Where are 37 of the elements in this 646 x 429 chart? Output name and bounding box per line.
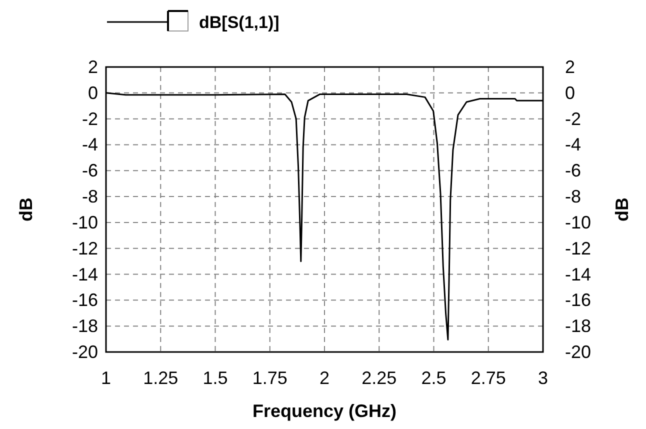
x-tick-label: 2.5 — [421, 368, 446, 388]
y-tick-label: -4 — [82, 134, 98, 155]
y2-tick-label: -10 — [565, 212, 592, 232]
x-tick-label: 1.25 — [143, 368, 178, 388]
x-axis-title: Frequency (GHz) — [252, 401, 397, 421]
x-tick-label: 3 — [538, 368, 548, 388]
y2-axis-title: dB — [612, 198, 632, 222]
y2-tick-label: -18 — [565, 316, 592, 336]
x-tick-label: 1 — [100, 368, 112, 388]
y2-tick-label: -12 — [565, 238, 592, 258]
y2-tick-label: -6 — [565, 160, 582, 181]
legend-label: dB[S(1,1)] — [199, 13, 280, 32]
y-tick-label: -16 — [72, 290, 98, 310]
x-tick-label: 2 — [319, 368, 330, 388]
x-tick-label: 2.75 — [470, 368, 506, 388]
y-tick-label: -2 — [82, 108, 98, 129]
x-tick-label: 2.25 — [362, 368, 397, 388]
y-tick-label: -12 — [72, 238, 98, 258]
y2-tick-label: -8 — [565, 186, 582, 207]
x-tick-label: 1.5 — [202, 368, 228, 388]
y2-tick-label: -14 — [565, 264, 592, 284]
y2-tick-label: 2 — [565, 57, 576, 77]
y-tick-label: -10 — [72, 212, 98, 232]
y2-tick-label: -16 — [565, 290, 592, 310]
y-tick-label: -20 — [72, 342, 98, 362]
y-tick-label: -8 — [82, 186, 98, 207]
y-tick-label: -6 — [82, 160, 98, 181]
y2-tick-label: -20 — [565, 342, 592, 362]
y-tick-label: -18 — [72, 316, 98, 336]
x-tick-label: 1.75 — [252, 368, 288, 388]
y2-tick-label: -2 — [565, 108, 582, 129]
y-tick-label: 2 — [88, 57, 98, 77]
y-axis-title: dB — [16, 198, 36, 222]
y2-tick-label: -4 — [565, 134, 582, 155]
y-tick-label: -14 — [72, 264, 98, 284]
y2-tick-label: 0 — [565, 82, 576, 103]
y-tick-label: 0 — [88, 82, 98, 103]
